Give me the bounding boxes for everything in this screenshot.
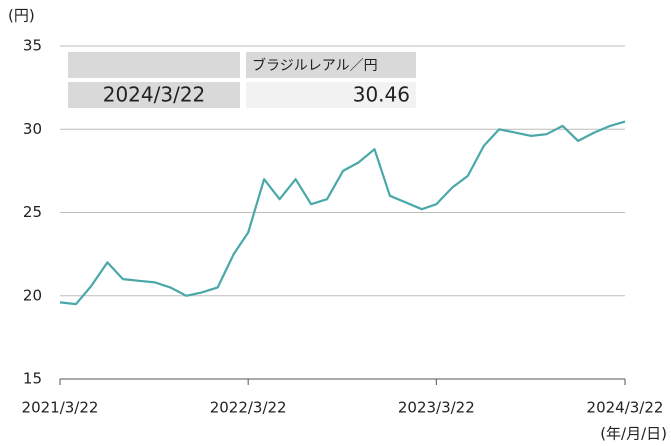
y-tick-label: 25 (23, 203, 42, 221)
series-name: ブラジルレアル／円 (252, 57, 378, 74)
y-tick-label: 20 (23, 286, 42, 304)
latest-value: 30.46 (353, 83, 410, 107)
x-unit: (年/月/日) (600, 425, 667, 443)
latest-date: 2024/3/22 (103, 83, 206, 107)
y-tick-label: 35 (23, 37, 42, 55)
info-table: ブラジルレアル／円 2024/3/22 30.46 (68, 52, 416, 108)
x-tick-label: 2022/3/22 (210, 399, 287, 417)
y-unit: (円) (8, 7, 35, 25)
cell (246, 52, 416, 78)
x-tick-label: 2024/3/22 (587, 399, 664, 417)
y-tick-label: 30 (23, 120, 42, 138)
y-tick-label: 15 (23, 370, 42, 388)
line (59, 120, 626, 306)
cell (68, 82, 240, 108)
x-tick-label: 2021/3/22 (22, 399, 99, 417)
cell (68, 52, 240, 78)
cell (246, 82, 416, 108)
x-tick-label: 2023/3/22 (398, 399, 475, 417)
